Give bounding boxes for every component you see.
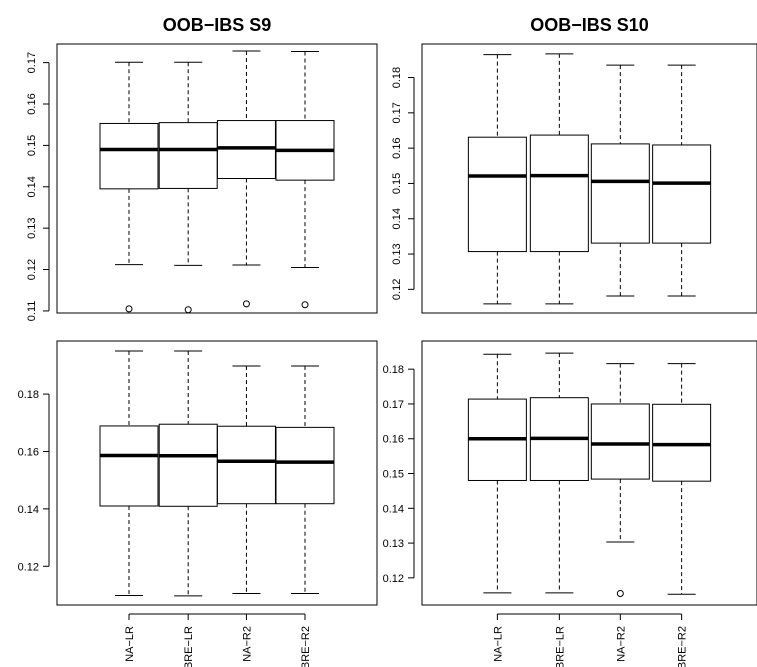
y-tick-label: 0.18 — [391, 67, 403, 88]
outlier-point — [616, 590, 624, 598]
y-axis: 0.12 0.13 0.14 0.15 0.16 0.17 0.18 — [391, 67, 415, 300]
box-4 — [652, 363, 712, 595]
y-tick-label: 0.17 — [383, 399, 404, 411]
plot-frame — [421, 340, 757, 606]
iqr-box — [216, 425, 276, 505]
outlier-point — [125, 305, 133, 313]
y-tick-label: 0.16 — [18, 446, 39, 458]
iqr-box — [99, 122, 159, 190]
y-axis: 0.12 0.14 0.16 0.18 — [18, 389, 50, 573]
x-tick-label: NA−R2 — [615, 626, 627, 662]
y-tick-label: 0.12 — [26, 259, 38, 280]
iqr-box — [590, 143, 650, 244]
chart-panel-1: OOB−IBS S9 0.11 0.12 0.13 0.14 0.15 0.16 0.17 — [26, 15, 378, 322]
x-axis: NA−LR BRE−LR NA−R2 BRE−R2 — [124, 613, 312, 667]
y-tick-label: 0.15 — [391, 173, 403, 194]
y-tick-label: 0.12 — [383, 573, 404, 585]
box-2 — [529, 53, 589, 305]
y-axis: 0.11 0.12 0.13 0.14 0.15 0.16 0.17 — [26, 52, 50, 322]
y-tick-label: 0.15 — [26, 135, 38, 156]
box-1 — [467, 353, 527, 594]
box-4 — [652, 64, 712, 297]
y-tick-label: 0.14 — [383, 503, 404, 515]
y-axis: 0.12 0.13 0.14 0.15 0.16 0.17 0.18 — [383, 364, 415, 585]
plot-frame — [56, 340, 378, 606]
y-tick-label: 0.13 — [383, 538, 404, 550]
x-tick-label: NA−LR — [124, 626, 136, 662]
y-tick-label: 0.16 — [26, 93, 38, 114]
y-tick-label: 0.12 — [391, 279, 403, 300]
box-2 — [158, 350, 218, 597]
iqr-box — [467, 136, 527, 253]
box-3 — [590, 64, 650, 297]
y-tick-label: 0.17 — [26, 52, 38, 73]
y-tick-label: 0.15 — [383, 469, 404, 481]
box-2 — [158, 61, 218, 314]
box-3 — [590, 363, 650, 598]
y-tick-label: 0.14 — [391, 208, 403, 229]
plot-frame — [56, 43, 378, 314]
iqr-box — [99, 425, 159, 507]
y-tick-label: 0.16 — [383, 434, 404, 446]
box-4 — [275, 50, 335, 309]
y-tick-label: 0.14 — [18, 504, 39, 516]
x-tick-label: NA−R2 — [241, 626, 253, 662]
iqr-box — [158, 423, 218, 507]
plot-frame — [421, 43, 757, 314]
box-3 — [216, 365, 276, 595]
y-tick-label: 0.13 — [26, 217, 38, 238]
x-tick-label: BRE−R2 — [300, 626, 312, 667]
x-tick-label: NA−LR — [492, 626, 504, 662]
y-tick-label: 0.16 — [391, 137, 403, 158]
y-tick-label: 0.13 — [391, 243, 403, 264]
iqr-box — [590, 403, 650, 480]
chart-title: OOB−IBS S9 — [163, 15, 272, 35]
box-3 — [216, 50, 276, 308]
x-axis: NA−LR BRE−LR NA−R2 BRE−R2 — [492, 613, 689, 667]
outlier-point — [242, 300, 250, 308]
x-tick-label: BRE−LR — [183, 626, 195, 667]
y-tick-label: 0.17 — [391, 102, 403, 123]
chart-panel-3: 0.12 0.14 0.16 0.18 NA−LR BRE−LR NA−R2 BRE−R2 — [18, 340, 378, 667]
box-4 — [275, 365, 335, 595]
outlier-point — [301, 301, 309, 309]
y-tick-label: 0.14 — [26, 176, 38, 197]
box-1 — [99, 61, 159, 313]
iqr-box — [275, 426, 335, 505]
chart-panel-2: OOB−IBS S10 0.12 0.13 0.14 0.15 0.16 0.17 0.18 — [391, 15, 757, 314]
iqr-box — [529, 134, 589, 253]
chart-title: OOB−IBS S10 — [530, 15, 649, 35]
y-tick-label: 0.11 — [26, 301, 38, 322]
box-1 — [99, 350, 159, 597]
outlier-point — [184, 306, 192, 314]
y-tick-label: 0.18 — [383, 364, 404, 376]
y-tick-label: 0.12 — [18, 561, 39, 573]
box-1 — [467, 54, 527, 305]
iqr-box — [652, 144, 712, 244]
iqr-box — [652, 403, 712, 482]
x-tick-label: BRE−R2 — [677, 626, 689, 667]
box-2 — [529, 352, 589, 594]
x-tick-label: BRE−LR — [554, 626, 566, 667]
y-tick-label: 0.18 — [18, 389, 39, 401]
iqr-box — [158, 122, 218, 189]
